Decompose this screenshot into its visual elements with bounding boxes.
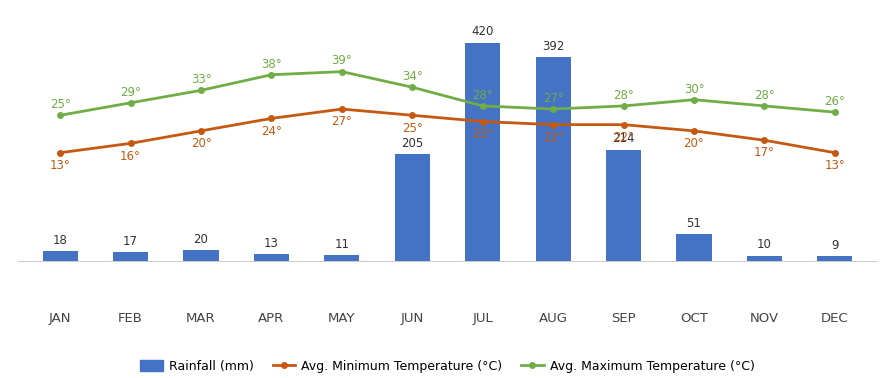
Bar xyxy=(746,256,781,261)
Bar xyxy=(816,256,851,261)
Text: 28°: 28° xyxy=(472,89,493,102)
Text: 13°: 13° xyxy=(823,159,844,172)
Text: 28°: 28° xyxy=(754,89,774,102)
Bar xyxy=(605,150,640,261)
Text: 214: 214 xyxy=(611,132,634,146)
Text: 392: 392 xyxy=(542,40,564,53)
Text: 20°: 20° xyxy=(683,137,704,150)
Bar xyxy=(676,234,711,261)
Text: 30°: 30° xyxy=(683,82,704,96)
Bar xyxy=(254,254,289,261)
Bar xyxy=(183,251,218,261)
Text: 9: 9 xyxy=(831,239,838,252)
Legend: Rainfall (mm), Avg. Minimum Temperature (°C), Avg. Maximum Temperature (°C): Rainfall (mm), Avg. Minimum Temperature … xyxy=(135,355,759,378)
Text: 27°: 27° xyxy=(542,92,563,105)
Text: 27°: 27° xyxy=(331,115,352,128)
Text: 28°: 28° xyxy=(612,89,633,102)
Text: 22°: 22° xyxy=(542,131,563,144)
Text: 10: 10 xyxy=(756,239,771,251)
Text: 25°: 25° xyxy=(50,98,71,111)
Text: 39°: 39° xyxy=(331,54,352,68)
Text: 20°: 20° xyxy=(190,137,211,150)
Bar xyxy=(43,251,78,261)
Text: 13: 13 xyxy=(264,237,279,250)
Text: 24°: 24° xyxy=(261,125,282,138)
Text: 25°: 25° xyxy=(401,122,422,135)
Text: 33°: 33° xyxy=(190,73,211,86)
Text: 20: 20 xyxy=(193,233,208,246)
Text: 16°: 16° xyxy=(120,150,141,163)
Text: 29°: 29° xyxy=(120,86,141,99)
Text: 18: 18 xyxy=(53,234,68,247)
Text: 23°: 23° xyxy=(472,128,493,141)
Bar xyxy=(113,252,148,261)
Text: 26°: 26° xyxy=(823,95,844,108)
Text: 22°: 22° xyxy=(612,131,633,144)
Text: 51: 51 xyxy=(686,217,701,230)
Bar xyxy=(465,43,500,261)
Text: 420: 420 xyxy=(471,25,493,39)
Text: 38°: 38° xyxy=(261,57,282,71)
Text: 13°: 13° xyxy=(50,159,71,172)
Text: 11: 11 xyxy=(334,238,349,251)
Text: 17°: 17° xyxy=(753,147,774,160)
Text: 205: 205 xyxy=(401,137,423,150)
Bar xyxy=(324,255,359,261)
Text: 17: 17 xyxy=(123,235,138,248)
Bar xyxy=(394,154,429,261)
Bar xyxy=(535,57,570,261)
Text: 34°: 34° xyxy=(401,70,422,83)
